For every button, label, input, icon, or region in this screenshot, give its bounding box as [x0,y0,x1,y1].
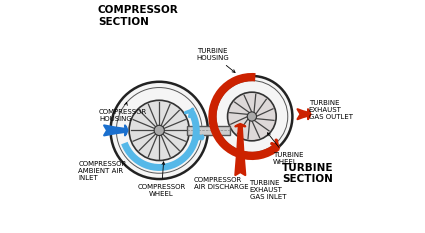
Text: TURBINE
EXHAUST
GAS INLET: TURBINE EXHAUST GAS INLET [249,180,286,200]
Circle shape [154,125,164,136]
Text: TURBINE
SECTION: TURBINE SECTION [282,163,334,185]
Circle shape [211,76,292,157]
Circle shape [129,100,190,161]
Text: COMPRESSOR
WHEEL: COMPRESSOR WHEEL [137,162,186,197]
FancyBboxPatch shape [187,126,230,135]
Text: TURBINE
WHEEL: TURBINE WHEEL [267,133,303,165]
Text: COMPRESSOR
AMBIENT AIR
INLET: COMPRESSOR AMBIENT AIR INLET [78,161,126,181]
Circle shape [227,92,276,141]
Circle shape [110,82,208,179]
Text: COMPRESSOR
HOUSING: COMPRESSOR HOUSING [99,102,147,122]
Text: COMPRESSOR
AIR DISCHARGE: COMPRESSOR AIR DISCHARGE [194,177,249,190]
Text: COMPRESSOR
SECTION: COMPRESSOR SECTION [98,5,178,27]
Text: TURBINE
EXHAUST
GAS OUTLET: TURBINE EXHAUST GAS OUTLET [309,100,353,120]
Circle shape [247,112,257,121]
Text: TURBINE
HOUSING: TURBINE HOUSING [196,48,235,72]
